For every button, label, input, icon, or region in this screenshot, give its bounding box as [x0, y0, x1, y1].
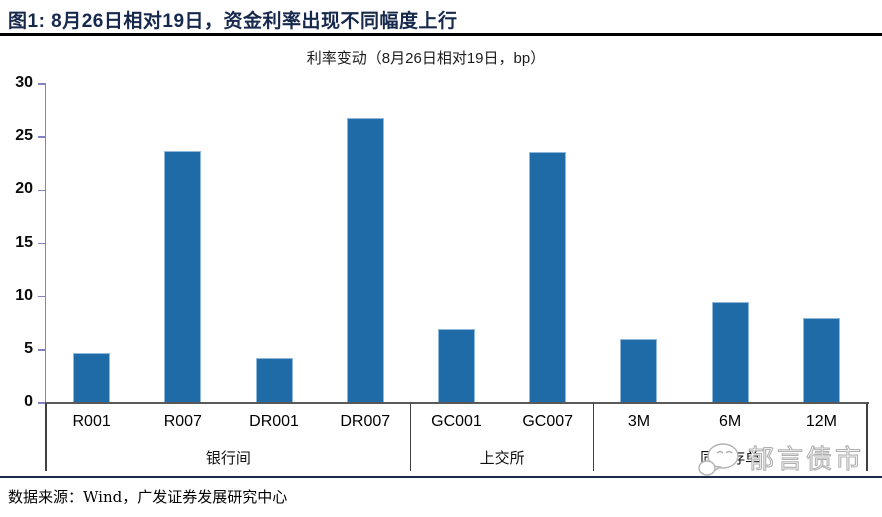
title-divider-rule	[0, 33, 882, 36]
bar	[438, 328, 475, 403]
y-axis-tick	[38, 295, 46, 298]
y-axis-tick	[38, 349, 46, 351]
bar	[711, 301, 749, 403]
y-tick-label: 30	[15, 74, 33, 91]
y-axis-tick	[38, 136, 46, 138]
group-label: 银行间	[205, 449, 251, 467]
figure-title: 图1: 8月26日相对19日，资金利率出现不同幅度上行	[8, 11, 458, 32]
watermark-text: 郁言债市	[748, 445, 864, 475]
category-label: GC001	[431, 413, 482, 430]
y-tick-label: 15	[15, 233, 33, 251]
group-label: 上交所	[479, 449, 525, 467]
category-label: 6M	[719, 413, 742, 430]
x-axis-baseline	[44, 402, 869, 404]
bar	[346, 118, 384, 403]
bar	[529, 152, 567, 403]
y-tick-label: 5	[24, 339, 33, 357]
bar	[802, 317, 840, 403]
y-tick-label: 10	[15, 286, 33, 304]
group-separator	[866, 403, 868, 471]
category-label: 3M	[627, 413, 651, 430]
group-separator	[45, 403, 47, 471]
group-separator	[592, 403, 594, 471]
bar	[255, 358, 293, 403]
footer-divider-rule	[0, 476, 882, 478]
data-source-text: 数据来源：Wind，广发证券发展研究中心	[8, 488, 288, 506]
y-tick-label: 25	[15, 127, 33, 145]
chart-title: 利率变动（8月26日相对19日，bp）	[306, 50, 546, 67]
y-axis-tick	[38, 189, 46, 192]
bar	[73, 353, 111, 403]
group-separator	[410, 403, 412, 471]
y-axis-tick	[38, 242, 46, 245]
y-axis-tick	[38, 83, 46, 85]
category-label: DR007	[340, 413, 391, 430]
category-label: R001	[72, 413, 111, 430]
category-label: GC007	[522, 413, 574, 430]
bar	[164, 150, 202, 403]
chat-bubble-logo-icon	[698, 443, 739, 476]
y-axis-tick	[38, 402, 46, 404]
bar	[620, 339, 658, 403]
category-label: 12M	[805, 413, 837, 430]
y-tick-label: 0	[24, 393, 33, 410]
y-tick-label: 20	[15, 180, 33, 198]
watermark: 郁言债市	[696, 439, 876, 481]
category-label: DR001	[249, 413, 299, 430]
category-label: R007	[163, 413, 202, 430]
